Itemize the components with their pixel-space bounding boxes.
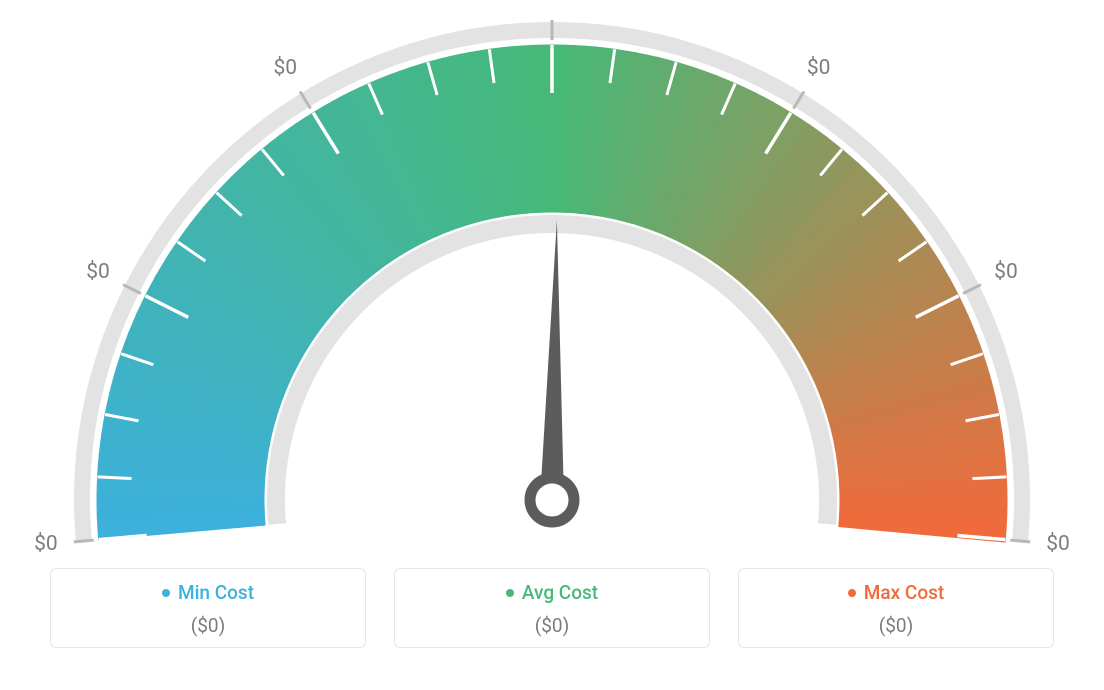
gauge-tick-label: $0	[1046, 532, 1070, 556]
legend-value-avg: ($0)	[395, 614, 709, 637]
legend-value-max: ($0)	[739, 614, 1053, 637]
gauge-tick-label: $0	[807, 56, 831, 80]
gauge-tick-label: $0	[540, 0, 564, 4]
legend-title-label: Min Cost	[178, 581, 254, 604]
gauge-svg	[0, 0, 1104, 556]
gauge-tick-label: $0	[994, 260, 1018, 284]
legend-value-min: ($0)	[51, 614, 365, 637]
dot-icon	[162, 589, 170, 597]
legend-card-max: Max Cost ($0)	[738, 568, 1054, 648]
legend-card-min: Min Cost ($0)	[50, 568, 366, 648]
legend-title-avg: Avg Cost	[506, 581, 598, 604]
gauge-tick-label: $0	[34, 532, 58, 556]
gauge-tick-label: $0	[273, 56, 297, 80]
dot-icon	[848, 589, 856, 597]
legend-title-label: Max Cost	[864, 581, 944, 604]
dot-icon	[506, 589, 514, 597]
legend-title-label: Avg Cost	[522, 581, 598, 604]
gauge-tick-label: $0	[86, 260, 110, 284]
gauge-chart: $0 $0 $0 $0 $0 $0 $0	[0, 0, 1104, 556]
legend-title-min: Min Cost	[162, 581, 254, 604]
legend-row: Min Cost ($0) Avg Cost ($0) Max Cost ($0…	[50, 568, 1054, 648]
legend-title-max: Max Cost	[848, 581, 944, 604]
legend-card-avg: Avg Cost ($0)	[394, 568, 710, 648]
